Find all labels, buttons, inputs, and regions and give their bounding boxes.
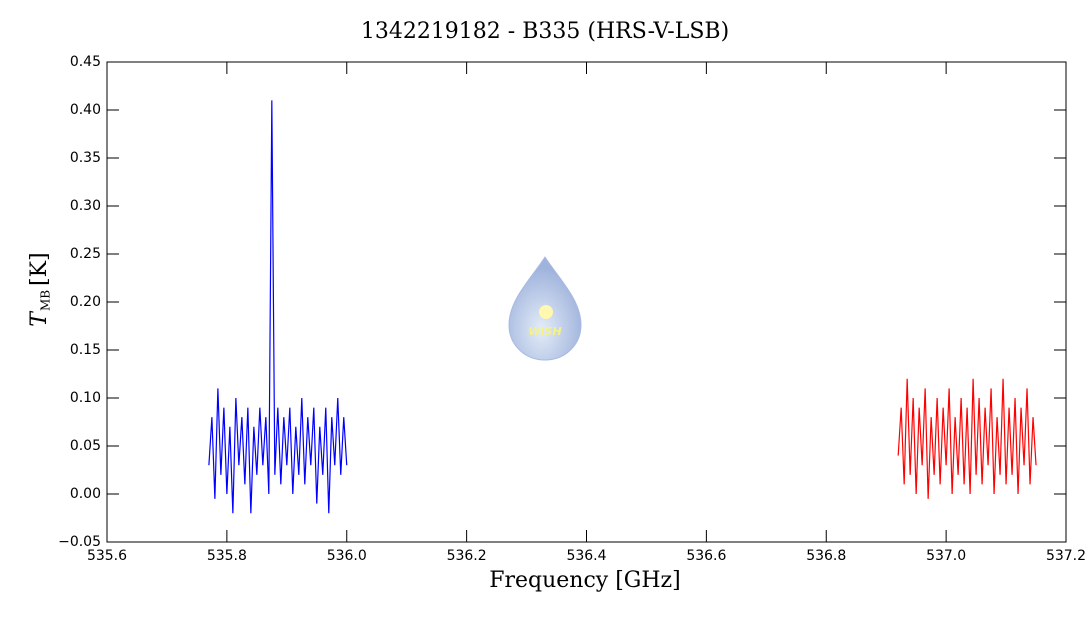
- x-tick-label: 536.0: [327, 548, 367, 564]
- y-tick-label: 0.15: [70, 342, 101, 358]
- y-tick-label: 0.20: [70, 294, 101, 310]
- x-tick-label: 535.6: [87, 548, 127, 564]
- y-tick-label: 0.35: [70, 150, 101, 166]
- y-tick-label: 0.45: [70, 54, 101, 70]
- y-tick-label: 0.40: [70, 102, 101, 118]
- y-axis-unit: [K]: [27, 252, 52, 286]
- y-tick-label: −0.05: [58, 534, 101, 550]
- x-tick-label: 537.2: [1046, 548, 1086, 564]
- spectrum-line: [897, 378, 1037, 499]
- y-axis-subscript: MB: [39, 290, 53, 311]
- chart-title: 1342219182 - B335 (HRS-V-LSB): [361, 19, 729, 44]
- x-tick-label: 535.8: [207, 548, 247, 564]
- logo: WISH: [508, 256, 582, 361]
- y-tick-label: 0.30: [70, 198, 101, 214]
- x-tick-label: 536.6: [686, 548, 726, 564]
- y-tick-label: 0.05: [70, 438, 101, 454]
- spectrum-line: [208, 100, 348, 514]
- x-tick-label: 536.4: [566, 548, 606, 564]
- x-tick-label: 536.2: [447, 548, 487, 564]
- y-tick-label: 0.25: [70, 246, 101, 262]
- y-tick-label: 0.10: [70, 390, 101, 406]
- y-axis-label: T MB [K]: [27, 252, 53, 326]
- x-tick-label: 537.0: [926, 548, 966, 564]
- y-axis-symbol: T: [27, 310, 52, 327]
- plot-frame: [106, 61, 1067, 543]
- logo-text: WISH: [528, 325, 561, 338]
- y-tick-label: 0.00: [70, 486, 101, 502]
- logo-star: [539, 305, 553, 319]
- x-tick-label: 536.8: [806, 548, 846, 564]
- x-axis-label: Frequency [GHz]: [489, 568, 681, 593]
